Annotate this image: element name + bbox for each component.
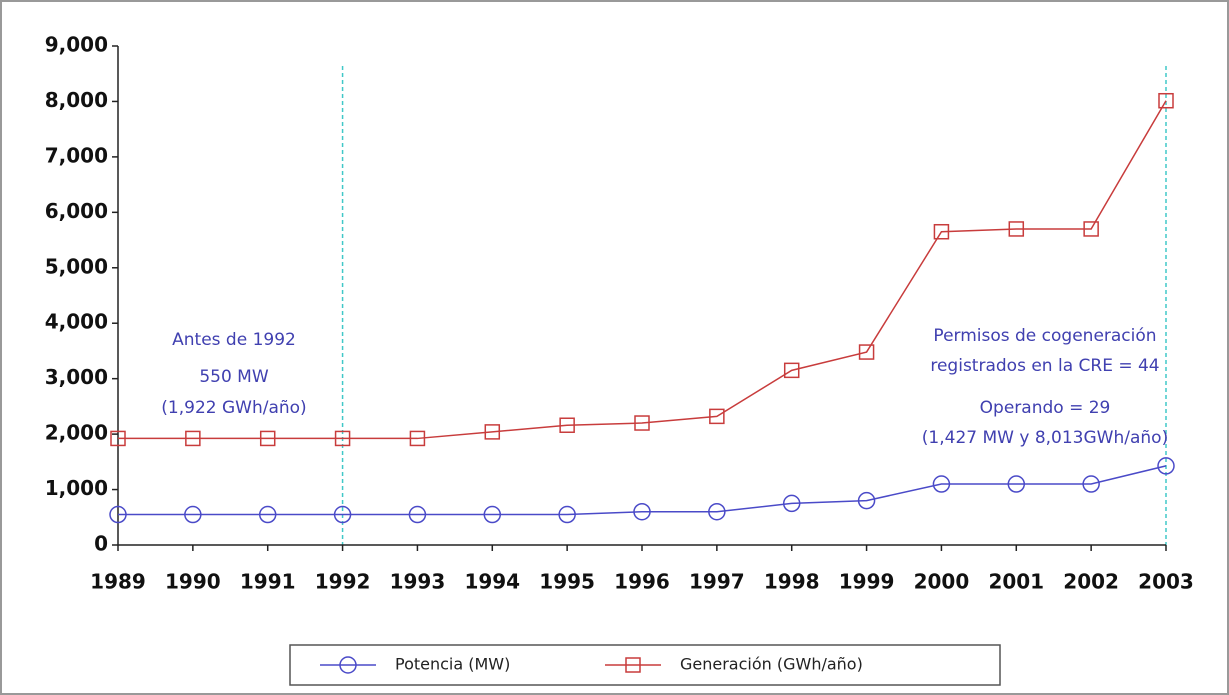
data-point [1008,221,1025,237]
data-point [858,344,875,360]
data-point [185,430,201,447]
y-tick-label: 7,000 [45,143,108,167]
data-point [559,417,575,433]
x-tick-label: 1989 [90,570,146,594]
x-tick-label: 1995 [539,570,595,594]
y-tick-label: 2,000 [45,421,108,445]
data-point [933,223,950,240]
x-tick-label: 2002 [1063,570,1119,594]
annotation: (1,922 GWh/año) [161,398,306,418]
data-point [259,430,276,447]
data-point [184,505,202,524]
annotation: Antes de 1992 [172,330,296,350]
annotation: (1,427 MW y 8,013GWh/año) [922,428,1168,448]
y-tick-label: 3,000 [45,365,108,389]
data-point [408,505,427,524]
x-tick-label: 1994 [464,570,520,594]
x-tick-label: 2001 [988,570,1044,594]
data-point [633,502,651,521]
data-point [558,505,576,524]
annotation: registrados en la CRE = 44 [930,356,1159,376]
data-point [708,502,726,521]
legend-label: Generación (GWh/año) [680,655,863,674]
data-point [857,491,876,510]
y-tick-label: 4,000 [45,310,108,334]
x-tick-label: 1998 [764,570,820,594]
x-tick-label: 1991 [240,570,296,594]
data-point [484,424,501,440]
legend-marker [625,657,641,673]
series-line [118,465,1167,516]
data-point [932,475,951,493]
legend-label: Potencia (MW) [395,655,510,674]
data-point [409,430,426,447]
data-point [1083,221,1099,237]
data-point [783,362,800,379]
annotation: 550 MW [199,367,269,387]
data-point [258,505,277,524]
annotation: Operando = 29 [980,398,1111,418]
x-tick-label: 1999 [839,570,895,594]
data-point [334,430,351,447]
x-tick-label: 1993 [390,570,446,594]
data-point [1007,475,1026,493]
y-tick-label: 1,000 [45,476,108,500]
data-point [1082,475,1100,493]
data-point [1157,457,1175,475]
y-tick-label: 0 [94,532,108,556]
y-tick-label: 5,000 [45,254,108,278]
x-tick-label: 1992 [315,570,371,594]
data-point [709,408,725,425]
y-tick-label: 9,000 [45,33,108,57]
x-tick-label: 1996 [614,570,670,594]
x-tick-label: 2003 [1138,570,1194,594]
y-tick-label: 8,000 [45,88,108,112]
annotation: Permisos de cogeneración [933,326,1156,346]
series-line [118,100,1167,440]
legend-marker [339,656,357,674]
x-tick-label: 2000 [914,570,970,594]
x-tick-label: 1997 [689,570,745,594]
data-point [109,505,127,524]
data-point [110,430,126,447]
x-tick-label: 1990 [165,570,221,594]
data-point [483,505,502,524]
data-point [333,505,352,524]
y-tick-label: 6,000 [45,199,108,223]
data-point [1158,92,1174,109]
data-point [782,494,801,513]
data-point [634,415,650,431]
